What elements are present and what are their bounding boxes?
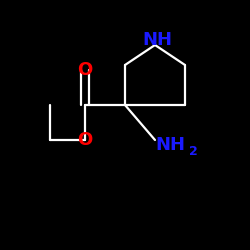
Text: O: O <box>78 131 92 149</box>
Text: NH: NH <box>155 136 185 154</box>
Text: O: O <box>78 61 92 79</box>
Text: NH: NH <box>142 31 172 49</box>
Text: 2: 2 <box>189 145 198 158</box>
